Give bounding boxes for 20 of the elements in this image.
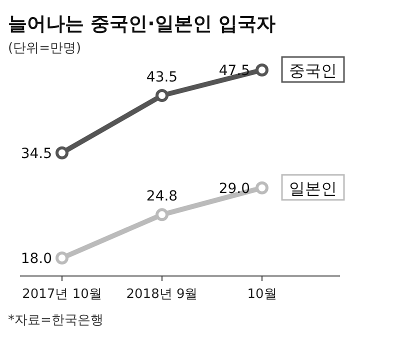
point	[56, 146, 68, 160]
point	[156, 88, 168, 102]
point	[256, 64, 268, 76]
point	[256, 181, 268, 194]
chart-title: 늘어나는 중국인·일본인 입국자	[8, 13, 276, 35]
data-label: 24.8	[146, 188, 178, 205]
chart-subtitle: (단위=만명)	[8, 41, 82, 56]
data-label: 34.5	[20, 146, 52, 162]
x-tick-label: 2017년 10월	[22, 287, 102, 302]
data-label: 29.0	[218, 180, 250, 197]
data-label: 47.5	[218, 63, 250, 79]
x-tick-label: 10월	[247, 287, 277, 302]
point	[56, 252, 68, 264]
data-label: 43.5	[146, 69, 178, 86]
data-label: 18.0	[20, 251, 52, 267]
series-label: 일본인	[289, 178, 337, 198]
point	[156, 208, 168, 222]
series-label: 중국인	[289, 61, 337, 80]
x-tick-label: 2018년 9월	[126, 287, 198, 302]
text: *자료=한국은행	[8, 313, 104, 328]
